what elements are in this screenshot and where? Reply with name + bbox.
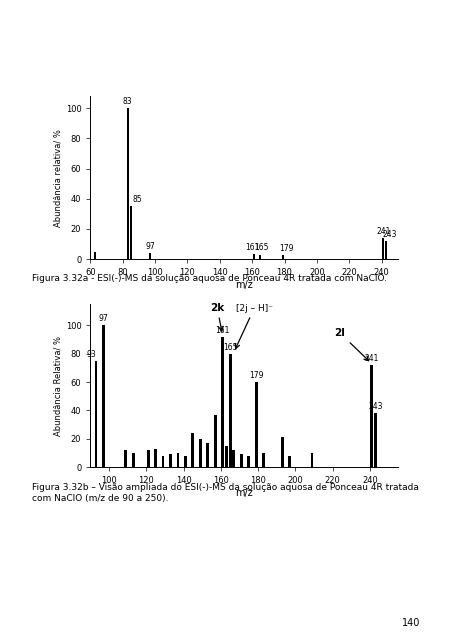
Bar [191, 433, 194, 467]
Bar [254, 382, 257, 467]
Bar [161, 456, 164, 467]
Bar [262, 453, 264, 467]
Bar [169, 454, 171, 467]
Text: 161: 161 [244, 243, 259, 252]
Text: 85: 85 [132, 195, 142, 204]
Text: 2k: 2k [209, 303, 224, 331]
Text: 241: 241 [364, 354, 378, 363]
Bar [369, 365, 372, 467]
Text: 243: 243 [368, 402, 382, 411]
Bar [213, 415, 216, 467]
Bar [310, 453, 313, 467]
Text: 243: 243 [382, 230, 396, 239]
Text: 179: 179 [249, 371, 263, 380]
Text: 140: 140 [401, 618, 419, 628]
Text: 97: 97 [145, 242, 155, 251]
Bar [129, 206, 132, 259]
Text: 241: 241 [375, 227, 390, 236]
Bar [259, 255, 261, 259]
Text: com NaClO (m/z de 90 a 250).: com NaClO (m/z de 90 a 250). [32, 494, 168, 503]
Bar [198, 439, 201, 467]
Text: 93: 93 [86, 349, 96, 358]
Bar [232, 450, 235, 467]
X-axis label: m/z: m/z [235, 488, 253, 498]
Text: [2j – H]⁻: [2j – H]⁻ [235, 303, 272, 348]
Bar [225, 446, 227, 467]
Bar [373, 413, 376, 467]
Text: 165: 165 [222, 342, 237, 351]
Text: 179: 179 [278, 244, 293, 253]
Text: Figura 3.32b – Visão ampliada do ESI(-)-MS da solução aquosa de Ponceau 4R trata: Figura 3.32b – Visão ampliada do ESI(-)-… [32, 483, 418, 492]
Bar [176, 453, 179, 467]
Bar [154, 449, 156, 467]
Text: 165: 165 [254, 243, 268, 252]
Y-axis label: Abundância Relativa/ %: Abundância Relativa/ % [54, 335, 63, 436]
Bar [124, 450, 127, 467]
Bar [149, 253, 151, 259]
Bar [288, 456, 290, 467]
X-axis label: m/z: m/z [235, 280, 253, 290]
Bar [385, 241, 387, 259]
Y-axis label: Abundância relativa/ %: Abundância relativa/ % [54, 129, 63, 227]
Text: 2l: 2l [334, 328, 368, 361]
Bar [102, 325, 105, 467]
Bar [221, 337, 224, 467]
Bar [239, 454, 242, 467]
Text: 97: 97 [98, 314, 108, 323]
Text: 161: 161 [215, 326, 230, 335]
Bar [94, 252, 96, 259]
Bar [147, 450, 149, 467]
Bar [247, 456, 249, 467]
Bar [126, 108, 128, 259]
Bar [281, 255, 283, 259]
Text: Figura 3.32a - ESI(-)-MS da solução aquosa de Ponceau 4R tratada com NaClO.: Figura 3.32a - ESI(-)-MS da solução aquo… [32, 274, 386, 283]
Bar [252, 254, 254, 259]
Bar [184, 456, 186, 467]
Text: 83: 83 [123, 97, 132, 106]
Bar [280, 437, 283, 467]
Bar [228, 354, 231, 467]
Bar [382, 238, 383, 259]
Bar [94, 361, 97, 467]
Bar [132, 453, 134, 467]
Bar [206, 443, 209, 467]
